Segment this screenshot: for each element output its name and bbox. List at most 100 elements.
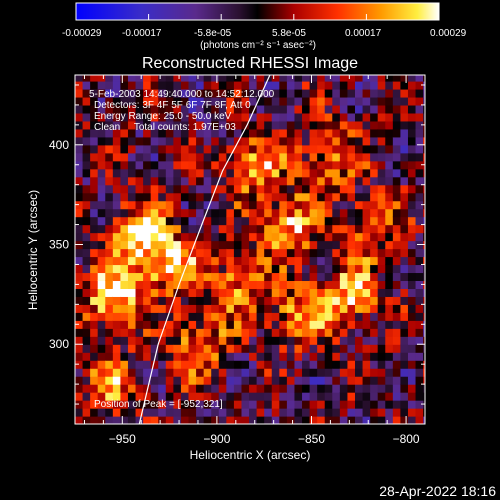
- heatmap-cell: [90, 328, 99, 337]
- heatmap-cell: [203, 368, 212, 377]
- heatmap-cell: [256, 75, 265, 82]
- heatmap-cell: [173, 176, 182, 186]
- heatmap-cell: [317, 360, 326, 369]
- heatmap-cell: [339, 328, 349, 337]
- heatmap-cell: [362, 120, 371, 130]
- heatmap-cell: [233, 320, 243, 329]
- heatmap-cell: [82, 232, 91, 242]
- heatmap-cell: [415, 136, 424, 146]
- heatmap-cell: [180, 232, 190, 242]
- heatmap-cell: [309, 392, 318, 401]
- heatmap-cell: [370, 408, 379, 417]
- heatmap-cell: [385, 120, 394, 130]
- heatmap-cell: [302, 192, 311, 202]
- heatmap-cell: [317, 200, 326, 210]
- heatmap-cell: [173, 120, 182, 130]
- heatmap-cell: [370, 168, 379, 178]
- heatmap-cell: [127, 280, 137, 289]
- heatmap-cell: [355, 368, 364, 377]
- heatmap-cell: [370, 352, 379, 361]
- heatmap-cell: [241, 75, 250, 82]
- heatmap-cell: [226, 400, 235, 409]
- heatmap-cell: [105, 264, 114, 274]
- heatmap-cell: [302, 224, 311, 234]
- heatmap-cell: [188, 416, 197, 424]
- heatmap-cell: [317, 224, 326, 234]
- heatmap-cell: [180, 288, 190, 297]
- heatmap-cell: [294, 408, 303, 417]
- heatmap-cell: [415, 376, 424, 385]
- heatmap-cell: [188, 136, 197, 146]
- heatmap-cell: [302, 400, 311, 409]
- heatmap-cell: [264, 312, 273, 321]
- heatmap-cell: [188, 160, 197, 170]
- heatmap-cell: [105, 328, 114, 337]
- heatmap-cell: [415, 400, 424, 409]
- heatmap-cell: [112, 112, 122, 122]
- heatmap-cell: [324, 336, 333, 345]
- colorbar-unit-label: (photons cm⁻² s⁻¹ asec⁻²): [200, 40, 316, 51]
- heatmap-cell: [211, 176, 220, 186]
- heatmap-cell: [309, 416, 318, 424]
- heatmap-cell: [143, 296, 152, 305]
- heatmap-cell: [385, 336, 394, 345]
- heatmap-cell: [347, 224, 356, 234]
- heatmap-cell: [226, 264, 235, 274]
- heatmap-cell: [218, 168, 227, 178]
- heatmap-cell: [385, 272, 394, 282]
- heatmap-cell: [241, 200, 250, 210]
- heatmap-cell: [392, 168, 402, 178]
- heatmap-cell: [226, 336, 235, 345]
- heatmap-cell: [226, 176, 235, 186]
- heatmap-cell: [203, 296, 212, 305]
- heatmap-cell: [286, 216, 296, 226]
- heatmap-cell: [165, 264, 174, 274]
- heatmap-cell: [97, 184, 106, 194]
- heatmap-cell: [120, 232, 129, 242]
- heatmap-cell: [120, 272, 129, 282]
- heatmap-cell: [286, 75, 296, 82]
- colorbar: [75, 2, 440, 21]
- heatmap-cell: [317, 128, 326, 138]
- heatmap-cell: [339, 200, 349, 210]
- heatmap-cell: [196, 216, 205, 226]
- heatmap-cell: [165, 208, 174, 218]
- heatmap-cell: [377, 336, 386, 345]
- heatmap-cell: [256, 88, 265, 98]
- heatmap-cell: [75, 152, 84, 162]
- heatmap-cell: [324, 352, 333, 361]
- heatmap-cell: [415, 416, 424, 424]
- heatmap-cell: [332, 240, 341, 250]
- heatmap-cell: [407, 80, 417, 90]
- heatmap-cell: [135, 184, 144, 194]
- heatmap-cell: [90, 128, 99, 138]
- heatmap-cell: [294, 112, 303, 122]
- heatmap-cell: [211, 160, 220, 170]
- heatmap-cell: [370, 328, 379, 337]
- heatmap-cell: [377, 176, 386, 186]
- heatmap-cell: [309, 288, 318, 297]
- heatmap-cell: [317, 416, 326, 424]
- heatmap-cell: [286, 416, 296, 424]
- heatmap-cell: [203, 328, 212, 337]
- heatmap-cell: [271, 200, 280, 210]
- heatmap-cell: [203, 232, 212, 242]
- heatmap-cell: [143, 248, 152, 258]
- heatmap-cell: [127, 336, 137, 345]
- heatmap-cell: [377, 376, 386, 385]
- heatmap-cell: [143, 224, 152, 234]
- heatmap-cell: [339, 128, 349, 138]
- heatmap-cell: [105, 208, 114, 218]
- heatmap-cell: [226, 360, 235, 369]
- heatmap-cell: [271, 384, 280, 393]
- heatmap-cell: [127, 344, 137, 353]
- heatmap-cell: [135, 88, 144, 98]
- heatmap-cell: [271, 96, 280, 106]
- heatmap-cell: [302, 376, 311, 385]
- heatmap-cell: [264, 352, 273, 361]
- heatmap-cell: [188, 208, 197, 218]
- heatmap-cell: [203, 88, 212, 98]
- heatmap-cell: [332, 376, 341, 385]
- colorbar-ticks: [75, 14, 440, 20]
- heatmap-cell: [105, 392, 114, 401]
